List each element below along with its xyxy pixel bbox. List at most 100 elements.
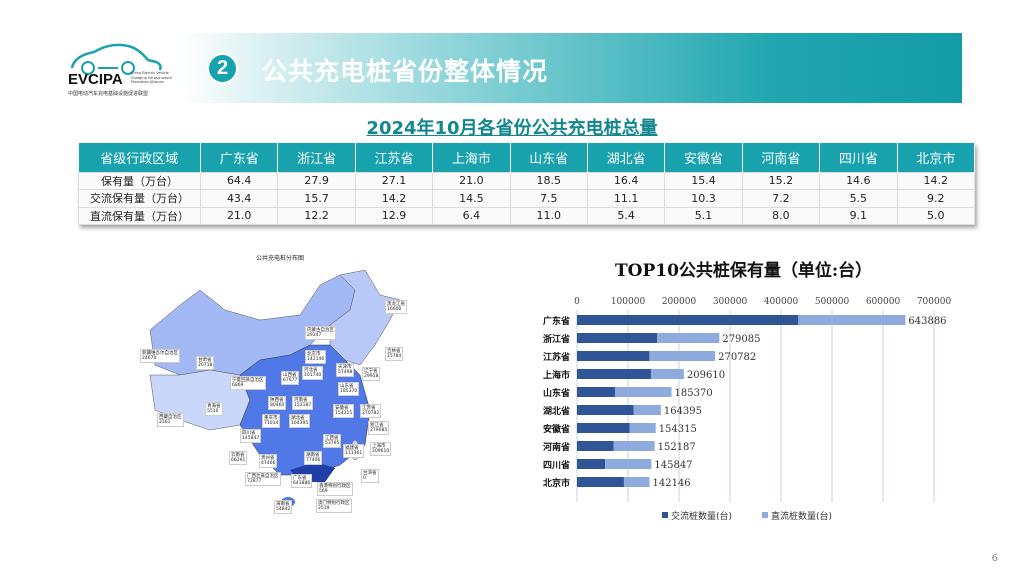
map-label-value: 6869 — [232, 383, 244, 388]
data-label: 279085 — [722, 334, 760, 345]
map-label-name: 山东省 — [340, 384, 354, 389]
data-label: 152187 — [658, 442, 696, 453]
map-label: 云南省 66291 — [229, 451, 248, 465]
column-header: 广东省 — [200, 143, 279, 172]
table-row: 交流保有量（万台） 43.4 15.7 14.2 14.5 7.5 11.1 10.3 7.2 5… — [78, 189, 976, 208]
bar-segment — [633, 405, 661, 415]
map-label-name: 湖南省 — [306, 453, 320, 458]
category-label: 河南省 — [543, 441, 570, 453]
map-label-name: 新疆维吾尔自治区 — [142, 351, 178, 356]
map-label-value: 53795 — [325, 441, 340, 446]
data-label: 145847 — [654, 460, 692, 471]
map-label: 新疆维吾尔自治区 24670 — [140, 349, 180, 363]
map-label-name: 湖北省 — [291, 416, 305, 421]
table-cell: 9.2 — [896, 189, 976, 208]
map-label-value: 80460 — [270, 403, 285, 408]
map-label-value: 154315 — [335, 411, 353, 416]
table-title: 2024年10月各省份公共充电桩总量 — [366, 118, 658, 139]
legend-swatch — [662, 512, 668, 518]
map-label-value: 72877 — [247, 479, 262, 484]
map-label: 台湾省 0 — [361, 469, 379, 483]
map-label-value: 77406 — [306, 458, 321, 463]
table-cell: 14.2 — [896, 171, 976, 190]
data-label: 154315 — [659, 424, 697, 435]
region-northeast — [329, 269, 401, 366]
bar-segment — [577, 477, 624, 487]
table-cell: 16.4 — [586, 171, 666, 190]
category-label: 四川省 — [543, 459, 570, 471]
table-cell: 7.2 — [741, 189, 821, 208]
legend-swatch — [762, 512, 768, 518]
map-label: 内蒙古自治区 29347 — [305, 326, 336, 340]
map-label: 贵州省 47466 — [259, 454, 278, 468]
x-tick-label: 0 — [574, 297, 580, 307]
table-cell: 18.5 — [509, 171, 588, 190]
map-label-name: 河北省 — [304, 368, 318, 373]
table-cell: 21.0 — [199, 206, 279, 225]
table-cell: 5.1 — [664, 206, 743, 225]
bar-segment — [577, 387, 616, 397]
table-cell: 27.1 — [354, 171, 434, 190]
table-row: 直流保有量（万台） 21.0 12.2 12.9 6.4 11.0 5.4 5.1 8.0 9.1… — [78, 206, 976, 225]
column-header: 河南省 — [742, 143, 821, 172]
map-label: 香港特别行政区 569 — [317, 482, 353, 496]
bar-segment — [650, 369, 684, 379]
chart-title: TOP10公共桩保有量（单位:台） — [615, 261, 873, 281]
map-label-name: 澳门特别行政区 — [318, 501, 350, 506]
bar-segment — [577, 441, 614, 451]
map-label-name: 青海省 — [207, 404, 221, 409]
map-label-name: 辽宁省 — [364, 369, 378, 374]
map-label-value: 2161 — [159, 420, 171, 425]
map-label-value: 57498 — [338, 370, 353, 375]
data-label: 142146 — [652, 478, 690, 489]
map-label: 山西省 67677 — [281, 371, 300, 385]
x-tick-label: 300000 — [713, 297, 748, 307]
table-cell: 43.4 — [199, 189, 279, 208]
bar-segment — [605, 459, 652, 469]
table-cell: 11.1 — [586, 189, 666, 208]
legend-label: 交流桩数量(台) — [671, 510, 732, 522]
table-cell: 15.4 — [664, 171, 743, 190]
map-label-value: 209610 — [372, 449, 390, 454]
map-label-name: 江苏省 — [362, 406, 376, 411]
logo-subtitle: China Electric Vehicle Charging Infrastr… — [131, 71, 172, 84]
table-cell: 5.0 — [896, 206, 976, 225]
map-label-name: 福建省 — [345, 446, 359, 451]
map-label: 河南省 152187 — [292, 396, 314, 410]
data-label: 643886 — [908, 316, 946, 327]
column-header: 北京市 — [897, 143, 976, 172]
map-label-value: 16600 — [387, 307, 402, 312]
table-cell: 8.0 — [741, 206, 821, 225]
table-cell: 7.5 — [509, 189, 588, 208]
table-cell: 14.2 — [354, 189, 434, 208]
section-banner — [180, 33, 962, 103]
map-label: 广东省 643886 — [291, 474, 313, 488]
map-label: 黑龙江省 16600 — [385, 300, 407, 314]
column-header: 江苏省 — [355, 143, 434, 172]
data-label: 270782 — [718, 352, 756, 363]
map-label-value: 142146 — [307, 357, 325, 362]
map-label-value: 24670 — [142, 356, 157, 361]
table-cell: 27.9 — [277, 171, 356, 190]
bar-segment — [623, 477, 650, 487]
page-number: 6 — [991, 553, 998, 564]
evcipa-logo-icon — [70, 43, 162, 75]
column-header: 湖北省 — [587, 143, 666, 172]
map-label: 陕西省 80460 — [268, 396, 287, 410]
category-label: 浙江省 — [543, 333, 570, 345]
map-label: 广西壮族自治区 72877 — [245, 472, 281, 486]
map-label: 山东省 185370 — [338, 382, 360, 396]
x-tick-label: 400000 — [764, 297, 799, 307]
map-label-value: 643886 — [293, 481, 311, 486]
map-label: 湖南省 77406 — [304, 451, 323, 465]
province-table: 省级行政区域 广东省 浙江省 江苏省 上海市 山东省 湖北省 安徽省 河南省 四川省 北京市 保有量… — [78, 143, 976, 225]
map-label-value: 164395 — [291, 421, 309, 426]
table-row: 保有量（万台） 64.4 27.9 27.1 21.0 18.5 16.4 15.4 15.2 1… — [78, 171, 976, 190]
china-map — [149, 269, 401, 507]
map-label: 吉林省 15784 — [385, 347, 404, 361]
map-label-name: 天津市 — [338, 365, 352, 370]
map-label: 西藏自治区 2161 — [157, 413, 184, 427]
x-tick-label: 200000 — [662, 297, 697, 307]
map-label: 天津市 57498 — [336, 363, 355, 377]
table-cell: 15.2 — [741, 171, 821, 190]
